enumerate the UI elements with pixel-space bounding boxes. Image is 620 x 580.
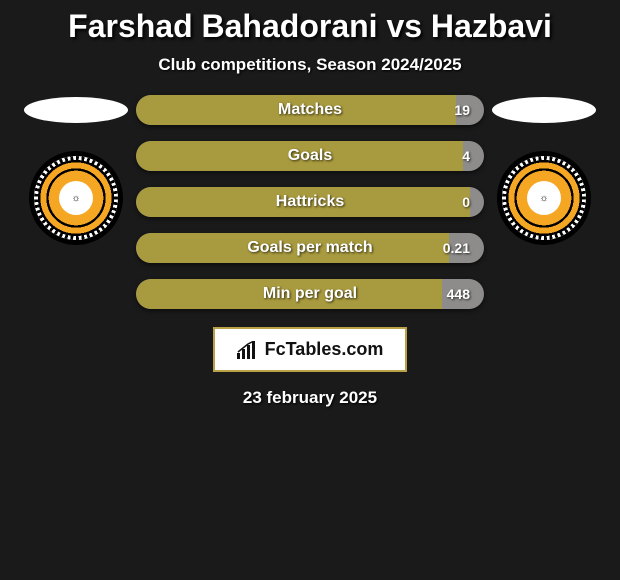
player-left-photo xyxy=(24,97,128,123)
comparison-infographic: Farshad Bahadorani vs Hazbavi Club compe… xyxy=(0,0,620,408)
brand-chart-icon xyxy=(237,341,257,359)
player-left-club-logo: ☼ xyxy=(29,151,123,245)
stat-value-right: 0.21 xyxy=(443,240,470,256)
player-right-photo xyxy=(492,97,596,123)
stat-value-right: 19 xyxy=(454,102,470,118)
stat-value-right: 0 xyxy=(462,194,470,210)
stat-bar: Min per goal 448 xyxy=(136,279,484,309)
stat-bar: Goals 4 xyxy=(136,141,484,171)
player-left-column: ☼ xyxy=(16,93,136,245)
subtitle: Club competitions, Season 2024/2025 xyxy=(0,55,620,75)
main-row: ☼ Matches 19 Goals 4 Hattricks 0 Goals per mat… xyxy=(0,93,620,309)
stat-bar: Matches 19 xyxy=(136,95,484,125)
stat-label: Goals per match xyxy=(247,239,372,257)
player-right-column: ☼ xyxy=(484,93,604,245)
footer: FcTables.com 23 february 2025 xyxy=(0,327,620,408)
stat-label: Min per goal xyxy=(263,285,357,303)
stat-bar: Goals per match 0.21 xyxy=(136,233,484,263)
club-logo-inner-icon: ☼ xyxy=(59,181,93,215)
stat-label: Matches xyxy=(278,101,342,119)
stat-label: Hattricks xyxy=(276,193,344,211)
page-title: Farshad Bahadorani vs Hazbavi xyxy=(0,8,620,45)
stats-column: Matches 19 Goals 4 Hattricks 0 Goals per match… xyxy=(136,93,484,309)
brand-box: FcTables.com xyxy=(213,327,408,372)
stat-bar: Hattricks 0 xyxy=(136,187,484,217)
club-logo-ring-icon: ☼ xyxy=(34,156,118,240)
brand-text: FcTables.com xyxy=(265,339,384,360)
stat-label: Goals xyxy=(288,147,332,165)
stat-value-right: 448 xyxy=(447,286,470,302)
club-logo-inner-icon: ☼ xyxy=(527,181,561,215)
club-logo-ring-icon: ☼ xyxy=(502,156,586,240)
date-text: 23 february 2025 xyxy=(243,388,377,408)
player-right-club-logo: ☼ xyxy=(497,151,591,245)
stat-value-right: 4 xyxy=(462,148,470,164)
